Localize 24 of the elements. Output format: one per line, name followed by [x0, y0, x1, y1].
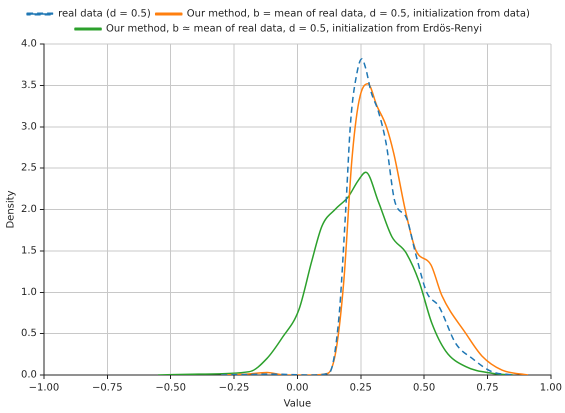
line-series	[157, 172, 514, 375]
y-tick-label: 1.0	[20, 286, 37, 298]
x-tick-label: 1.00	[540, 382, 562, 394]
x-tick-label: −0.75	[92, 382, 123, 394]
x-tick-label: −1.00	[28, 382, 60, 394]
x-tick-label: 0.50	[412, 382, 436, 394]
y-tick-label: 0.5	[20, 328, 37, 340]
y-tick-label: 3.0	[20, 121, 37, 132]
x-tick-label: 0.25	[350, 382, 372, 394]
y-tick-label: 0.0	[20, 370, 37, 381]
legend-label: Our method, b ≃ mean of real data, d = 0.5, initialization from Erdös-Renyi	[106, 24, 482, 35]
legend-label: Our method, b = mean of real data, d = 0.5, initialization from data)	[186, 8, 530, 20]
y-tick-label: 2.5	[20, 162, 37, 174]
x-tick-label: −0.25	[218, 382, 250, 394]
y-tick-label: 3.5	[20, 80, 37, 91]
y-tick-label: 2.0	[20, 204, 37, 216]
x-tick-label: 0.75	[476, 382, 499, 394]
x-tick-label: 0.00	[286, 382, 309, 394]
x-tick-label: −0.50	[155, 382, 186, 394]
legend-label: real data (d = 0.5)	[58, 8, 151, 20]
x-axis-title: Value	[284, 398, 312, 410]
y-axis-title: Density	[6, 190, 17, 229]
y-tick-label: 4.0	[20, 38, 37, 50]
y-tick-label: 1.5	[20, 245, 37, 256]
